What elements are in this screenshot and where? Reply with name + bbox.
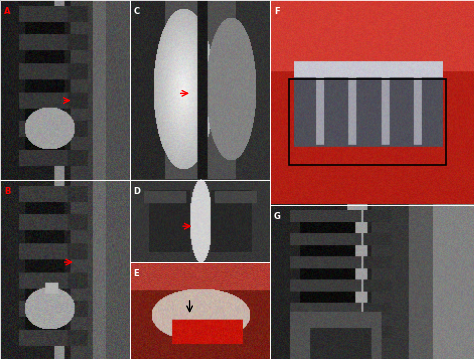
Text: E: E (134, 269, 139, 278)
Text: D: D (134, 187, 141, 196)
Bar (0, 0, 130, 180)
Text: C: C (134, 7, 140, 16)
Bar (130, 180, 270, 262)
Bar (0, 180, 130, 359)
Bar (130, 0, 270, 180)
Text: G: G (274, 212, 281, 221)
Bar (289, 79, 446, 165)
Text: B: B (4, 187, 10, 196)
Bar (270, 205, 474, 359)
Text: F: F (274, 7, 280, 16)
Bar (270, 0, 474, 205)
Bar (130, 262, 270, 359)
Text: A: A (4, 7, 10, 16)
